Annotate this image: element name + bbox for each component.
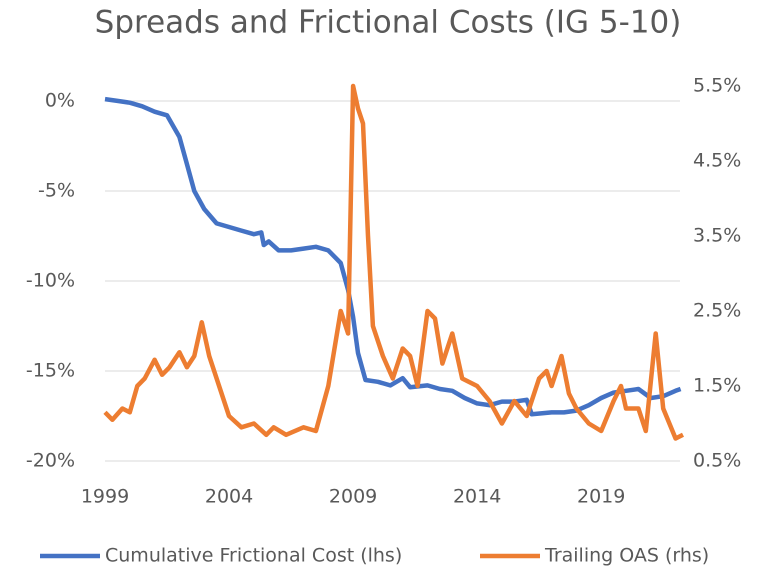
x-tick-label: 2014 [453, 486, 501, 508]
y-tick-label: -10% [26, 269, 75, 291]
x-tick-label: 2004 [205, 486, 253, 508]
chart-title: Spreads and Frictional Costs (IG 5-10) [95, 5, 682, 41]
legend-label: Trailing OAS (rhs) [544, 545, 709, 567]
x-tick-label: 1999 [81, 486, 129, 508]
y-tick-label: -5% [38, 179, 75, 201]
y2-tick-label: 3.5% [693, 225, 741, 247]
legend-label: Cumulative Frictional Cost (lhs) [105, 545, 402, 567]
y2-tick-label: 4.5% [693, 150, 741, 172]
y2-tick-label: 2.5% [693, 300, 741, 322]
series-line [103, 83, 685, 441]
y-tick-label: -20% [26, 450, 75, 472]
y2-tick-label: 5.5% [693, 75, 741, 97]
y-tick-label: 0% [45, 89, 75, 111]
y2-tick-label: 1.5% [693, 375, 741, 397]
series-line [104, 96, 682, 417]
x-tick-label: 2019 [577, 486, 625, 508]
x-tick-label: 2009 [329, 486, 377, 508]
y2-tick-label: 0.5% [693, 450, 741, 472]
y-tick-label: -15% [26, 359, 75, 381]
